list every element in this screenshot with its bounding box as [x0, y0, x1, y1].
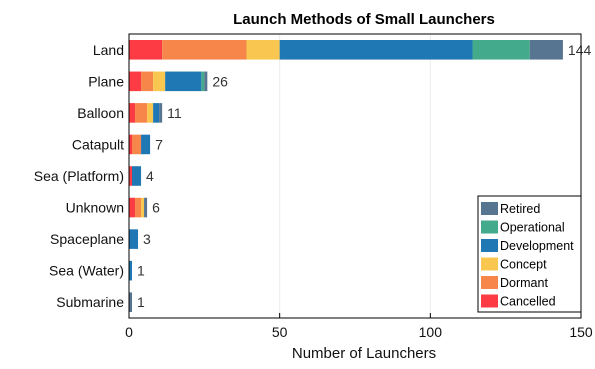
bar-segment-operational: [201, 71, 205, 92]
bar-segment-dormant: [162, 39, 247, 60]
bar-group-unknown: [129, 197, 148, 218]
total-label: 11: [167, 105, 182, 121]
bar-segment-cancelled: [129, 166, 133, 186]
bar-segment-development: [165, 71, 202, 92]
bar-group-land: [129, 39, 563, 60]
chart-title: Launch Methods of Small Launchers: [233, 11, 495, 28]
legend-label: Cancelled: [500, 295, 556, 309]
bar-segment-concept: [147, 103, 154, 123]
legend-swatch: [481, 202, 498, 215]
legend-swatch: [481, 294, 498, 308]
bar-group-plane: [129, 71, 208, 92]
legend-box: [477, 195, 582, 313]
bar-segment-development: [129, 260, 133, 281]
bar-segment-retired: [159, 103, 163, 123]
category-labels: Land Plane Balloon Catapult Sea (Platform) Un…: [34, 42, 124, 310]
legend-label: Concept: [500, 258, 547, 272]
legend-swatch: [481, 257, 498, 271]
bar-segment-retired: [529, 39, 563, 60]
bar-group-sea-platform: [129, 166, 142, 186]
legend: Retired Operational Development Concept Dorm…: [477, 195, 582, 313]
bar-group-sea-water: [129, 260, 133, 281]
legend-label: Operational: [500, 221, 565, 235]
category-label: Sea (Platform): [34, 168, 124, 184]
bar-segment-concept: [153, 71, 166, 92]
bar-segment-concept: [246, 39, 280, 60]
legend-swatch: [481, 239, 498, 252]
legend-item-operational: Operational: [481, 220, 565, 235]
x-tick-label: 50: [272, 324, 288, 340]
total-label: 144: [568, 42, 592, 58]
total-label: 6: [152, 200, 160, 216]
bar-segment-cancelled: [129, 71, 142, 92]
category-label: Balloon: [77, 105, 124, 121]
legend-item-dormant: Dormant: [481, 276, 548, 290]
category-label: Unknown: [66, 200, 124, 216]
bar-group-submarine: [129, 292, 133, 313]
bar-segment-development: [141, 134, 151, 155]
category-label: Spaceplane: [50, 231, 124, 247]
bar-segment-concept: [141, 197, 145, 218]
bar-segment-dormant: [141, 71, 154, 92]
bar-segment-retired: [129, 292, 133, 313]
total-label: 1: [137, 294, 145, 310]
legend-item-cancelled: Cancelled: [481, 294, 556, 309]
x-tick-label: 150: [569, 324, 593, 340]
plot-frame: [128, 33, 582, 319]
bar-segment-development: [279, 39, 473, 60]
bar-segment-operational: [472, 39, 530, 60]
bar-group-spaceplane: [129, 229, 139, 249]
bar-segment-cancelled: [129, 39, 163, 60]
legend-label: Development: [500, 239, 574, 253]
x-tick-label: 100: [419, 324, 443, 340]
bar-segment-development: [129, 229, 139, 249]
category-label: Land: [93, 42, 124, 58]
bar-segment-retired: [144, 197, 148, 218]
total-label: 3: [143, 231, 151, 247]
x-ticks: 0 50 100 150: [125, 313, 593, 340]
bar-segment-dormant: [132, 134, 142, 155]
bars: [129, 39, 563, 313]
bar-segment-development: [132, 166, 142, 186]
total-label: 1: [137, 263, 145, 279]
legend-label: Retired: [500, 202, 540, 216]
x-axis-title: Number of Launchers: [292, 345, 436, 362]
bar-segment-dormant: [135, 103, 148, 123]
x-tick-label: 0: [125, 324, 133, 340]
legend-item-retired: Retired: [481, 202, 540, 216]
category-label: Sea (Water): [49, 263, 124, 279]
bar-group-balloon: [129, 103, 163, 123]
legend-label: Dormant: [500, 276, 548, 290]
bar-group-catapult: [129, 134, 151, 155]
total-label: 7: [155, 136, 163, 152]
total-label: 26: [212, 73, 228, 89]
bar-segment-cancelled: [129, 103, 136, 123]
category-label: Catapult: [72, 136, 124, 152]
category-label: Submarine: [56, 294, 124, 310]
bar-segment-dormant: [135, 197, 142, 218]
bar-segment-development: [153, 103, 160, 123]
legend-swatch: [481, 276, 498, 289]
legend-item-concept: Concept: [481, 257, 547, 272]
bar-segment-retired: [204, 71, 208, 92]
legend-item-development: Development: [481, 239, 574, 253]
legend-swatch: [481, 220, 498, 234]
total-label: 4: [146, 168, 154, 184]
bar-segment-cancelled: [129, 134, 133, 155]
category-label: Plane: [88, 73, 124, 89]
bar-segment-cancelled: [129, 197, 136, 218]
